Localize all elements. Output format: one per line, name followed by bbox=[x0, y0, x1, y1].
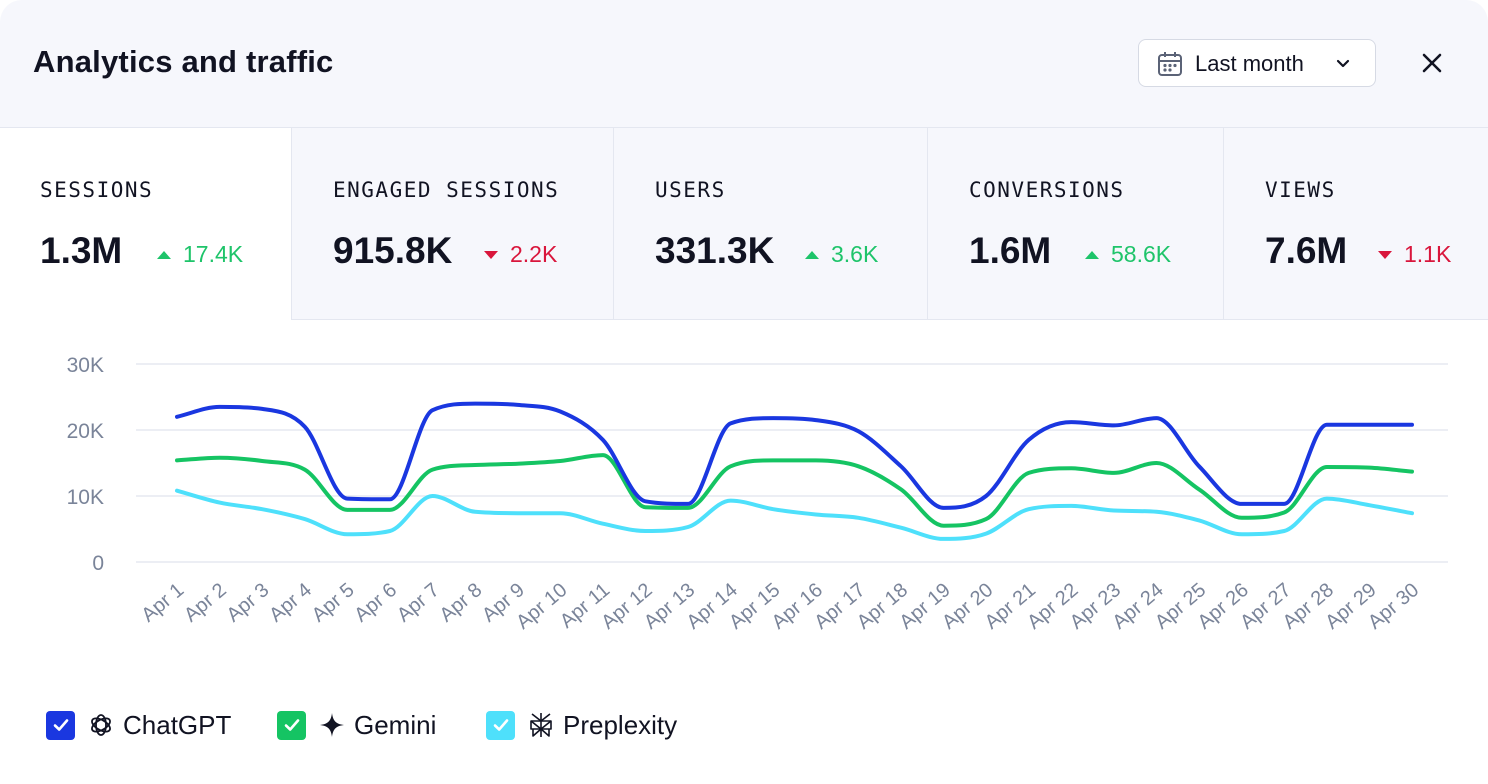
metric-label: ENGAGED SESSIONS bbox=[333, 178, 560, 202]
date-range-label: Last month bbox=[1195, 51, 1304, 76]
tab-engaged-sessions[interactable]: ENGAGED SESSIONS 915.8K 2.2K bbox=[291, 128, 613, 320]
metric-value: 915.8K bbox=[333, 230, 453, 271]
metric-label: USERS bbox=[655, 178, 726, 202]
arrow-up-icon bbox=[157, 250, 171, 259]
card-header: Analytics and traffic Last month bbox=[0, 0, 1488, 128]
metric-label: VIEWS bbox=[1265, 178, 1336, 202]
checkbox-gemini[interactable] bbox=[277, 710, 306, 740]
arrow-down-icon bbox=[1378, 250, 1392, 259]
metric-delta-value: 2.2K bbox=[510, 241, 558, 267]
metric-value: 331.3K bbox=[655, 230, 775, 271]
x-tick-label: Apr 4 bbox=[265, 579, 316, 627]
metric-label: SESSIONS bbox=[40, 178, 154, 202]
checkbox-chatgpt[interactable] bbox=[46, 710, 75, 740]
metric-value: 1.6M bbox=[969, 230, 1052, 271]
metric-delta-value: 3.6K bbox=[831, 241, 879, 267]
metric-delta: 3.6K bbox=[805, 241, 878, 268]
x-tick-label: Apr 1 bbox=[137, 579, 188, 627]
close-icon bbox=[1422, 53, 1442, 73]
arrow-down-icon bbox=[484, 250, 498, 259]
series-line-chatgpt bbox=[175, 401, 1414, 510]
metric-delta: 58.6K bbox=[1085, 241, 1171, 268]
metric-value: 1.3M bbox=[40, 230, 123, 271]
legend-label: Preplexity bbox=[563, 709, 678, 740]
x-tick-label: Apr 3 bbox=[223, 579, 274, 627]
legend-item-gemini[interactable]: Gemini bbox=[277, 708, 436, 742]
x-tick-label: Apr 6 bbox=[350, 579, 401, 627]
openai-icon bbox=[88, 712, 114, 738]
metric-delta: 1.1K bbox=[1378, 241, 1451, 268]
sparkle-icon bbox=[319, 712, 345, 738]
metric-delta: 2.2K bbox=[484, 241, 557, 268]
chevron-down-icon bbox=[1335, 56, 1351, 77]
y-tick-label: 10K bbox=[67, 486, 104, 509]
y-tick-label: 0 bbox=[92, 552, 104, 575]
metric-delta: 17.4K bbox=[157, 241, 243, 268]
arrow-up-icon bbox=[805, 250, 819, 259]
tab-users[interactable]: USERS 331.3K 3.6K bbox=[613, 128, 927, 320]
tab-views[interactable]: VIEWS 7.6M 1.1K bbox=[1223, 128, 1488, 320]
metric-delta-value: 58.6K bbox=[1111, 241, 1172, 267]
tab-conversions[interactable]: CONVERSIONS 1.6M 58.6K bbox=[927, 128, 1223, 320]
series-line-gemini bbox=[175, 453, 1414, 528]
x-tick-label: Apr 8 bbox=[436, 579, 487, 627]
metric-label: CONVERSIONS bbox=[969, 178, 1125, 202]
legend-label: ChatGPT bbox=[123, 709, 232, 740]
page-title: Analytics and traffic bbox=[33, 44, 334, 79]
series-line-preplexity bbox=[175, 488, 1414, 541]
x-tick-label: Apr 7 bbox=[393, 579, 444, 627]
metric-value: 7.6M bbox=[1265, 230, 1348, 271]
legend-label: Gemini bbox=[354, 709, 437, 740]
metric-tabs: SESSIONS 1.3M 17.4K ENGAGED SESSIONS 915… bbox=[0, 128, 1488, 320]
metric-delta-value: 17.4K bbox=[183, 241, 244, 267]
metric-delta-value: 1.1K bbox=[1404, 241, 1452, 267]
checkbox-preplexity[interactable] bbox=[486, 710, 515, 740]
tab-sessions[interactable]: SESSIONS 1.3M 17.4K bbox=[0, 128, 291, 320]
arrow-up-icon bbox=[1085, 250, 1099, 259]
calendar-icon bbox=[1157, 51, 1183, 82]
date-range-dropdown[interactable]: Last month bbox=[1138, 39, 1376, 87]
close-button[interactable] bbox=[1418, 49, 1446, 77]
x-tick-label: Apr 2 bbox=[180, 579, 231, 627]
legend-item-chatgpt[interactable]: ChatGPT bbox=[46, 708, 231, 742]
y-tick-label: 20K bbox=[67, 420, 104, 443]
y-tick-label: 30K bbox=[67, 354, 104, 377]
x-tick-label: Apr 5 bbox=[308, 579, 359, 627]
perplexity-icon bbox=[528, 712, 554, 738]
legend-item-preplexity[interactable]: Preplexity bbox=[486, 708, 677, 742]
